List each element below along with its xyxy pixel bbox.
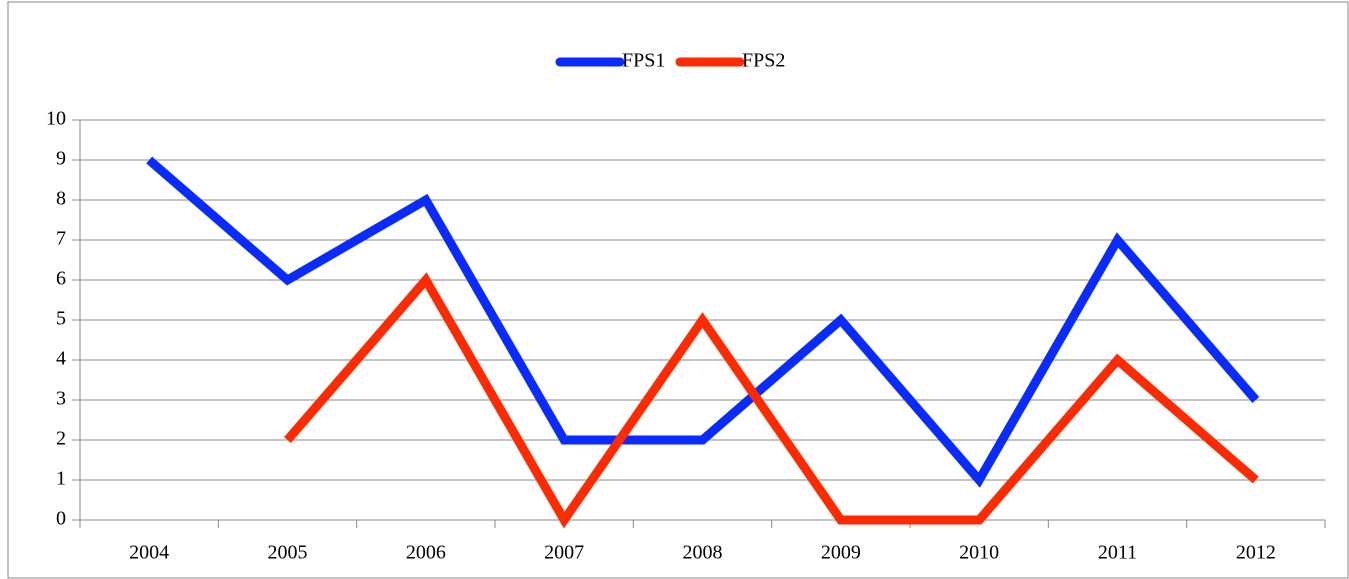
y-tick-label: 7 bbox=[56, 228, 66, 250]
y-tick-label: 8 bbox=[56, 188, 66, 210]
legend-label: FPS1 bbox=[622, 50, 665, 72]
y-tick-label: 4 bbox=[56, 348, 66, 370]
x-tick-label: 2012 bbox=[1236, 542, 1276, 564]
y-tick-label: 2 bbox=[56, 428, 66, 450]
legend-label: FPS2 bbox=[742, 50, 785, 72]
x-tick-label: 2006 bbox=[406, 542, 446, 564]
y-tick-label: 3 bbox=[56, 388, 66, 410]
x-tick-label: 2011 bbox=[1098, 542, 1137, 564]
y-tick-label: 6 bbox=[56, 268, 66, 290]
x-tick-label: 2007 bbox=[544, 542, 584, 564]
y-tick-label: 1 bbox=[56, 468, 66, 490]
y-tick-label: 9 bbox=[56, 148, 66, 170]
series-line bbox=[284, 272, 1259, 529]
x-tick-label: 2005 bbox=[268, 542, 308, 564]
x-tick-label: 2009 bbox=[821, 542, 861, 564]
y-tick-label: 5 bbox=[56, 308, 66, 330]
y-tick-label: 10 bbox=[46, 108, 66, 130]
x-tick-label: 2004 bbox=[129, 542, 169, 564]
series-line bbox=[146, 156, 1260, 488]
x-tick-label: 2010 bbox=[959, 542, 999, 564]
x-tick-label: 2008 bbox=[683, 542, 723, 564]
chart-border bbox=[7, 1, 1349, 579]
y-tick-label: 0 bbox=[56, 508, 66, 530]
